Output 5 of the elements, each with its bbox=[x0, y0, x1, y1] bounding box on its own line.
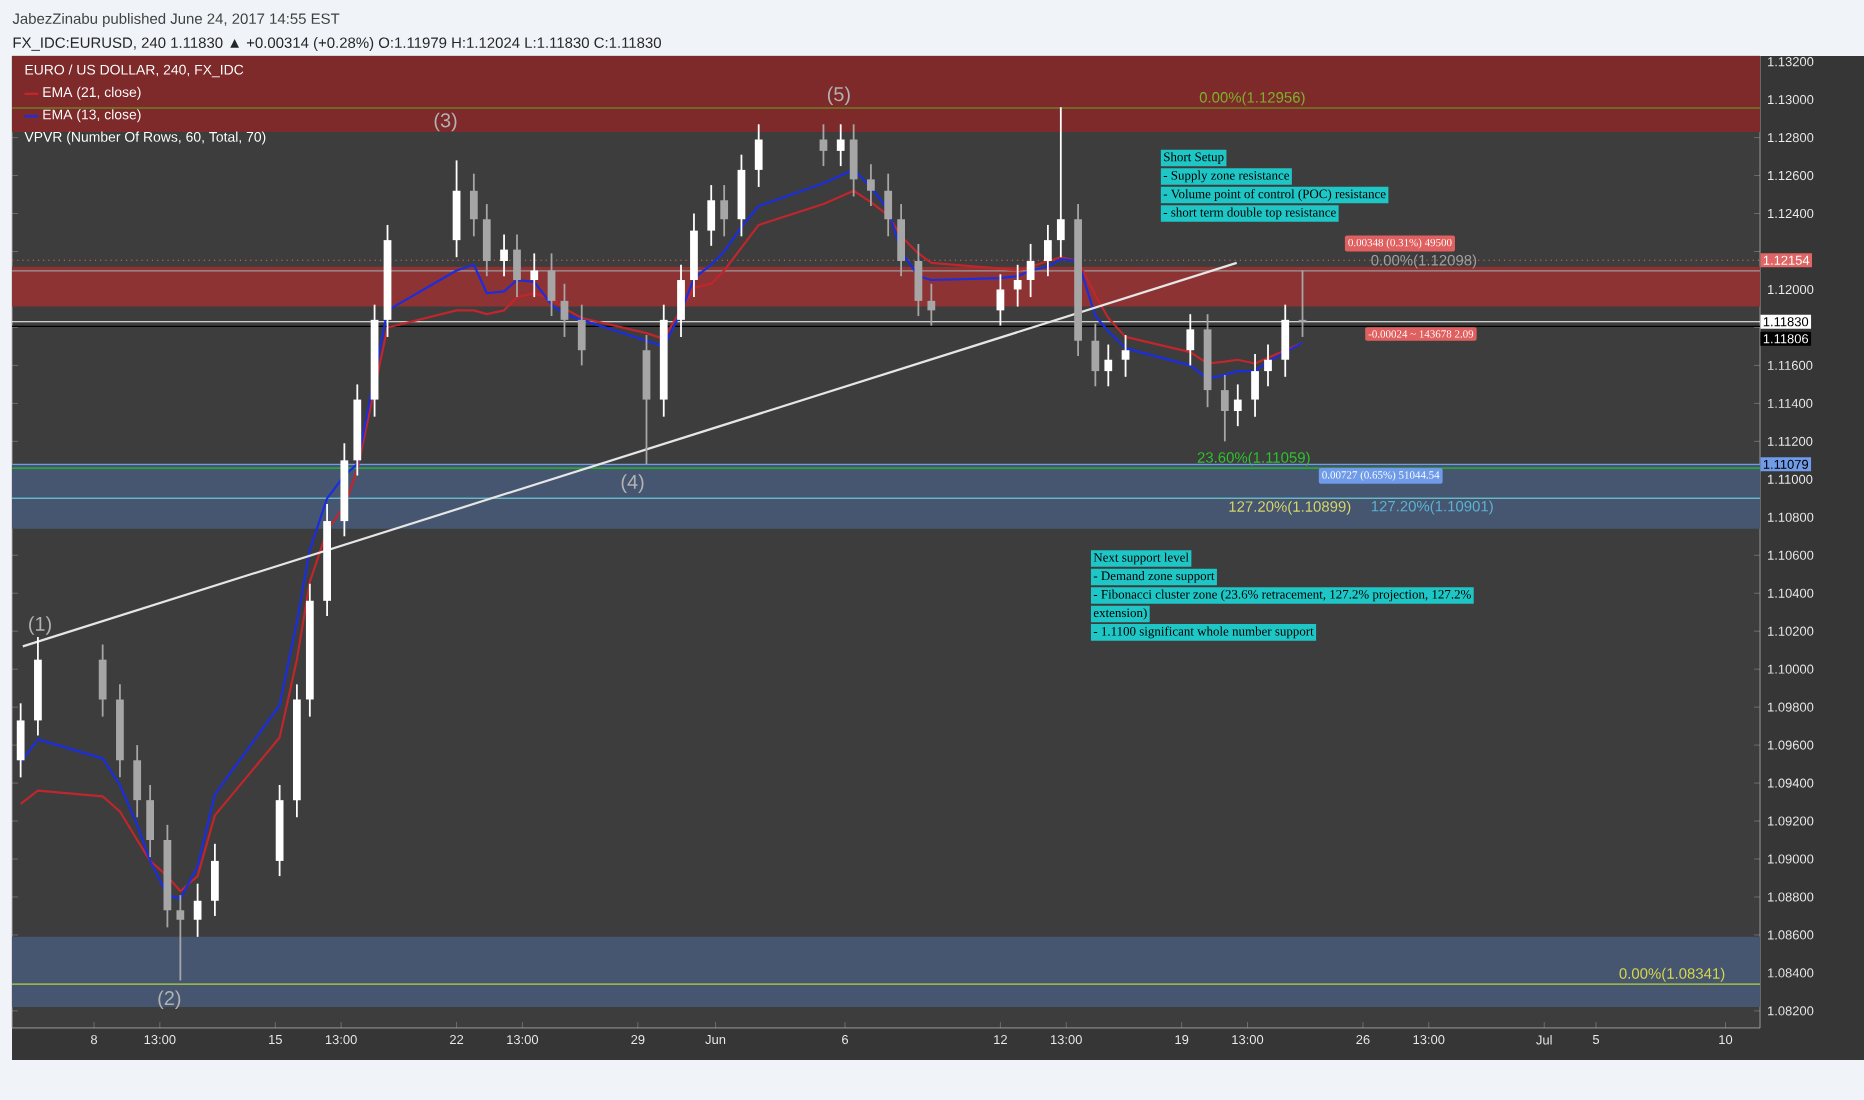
annotation: (4) bbox=[621, 474, 644, 493]
annotation: (2) bbox=[158, 990, 181, 1010]
annotation: (1) bbox=[29, 616, 51, 635]
annotation: (3) bbox=[434, 112, 457, 132]
annotation: (5) bbox=[827, 86, 850, 106]
